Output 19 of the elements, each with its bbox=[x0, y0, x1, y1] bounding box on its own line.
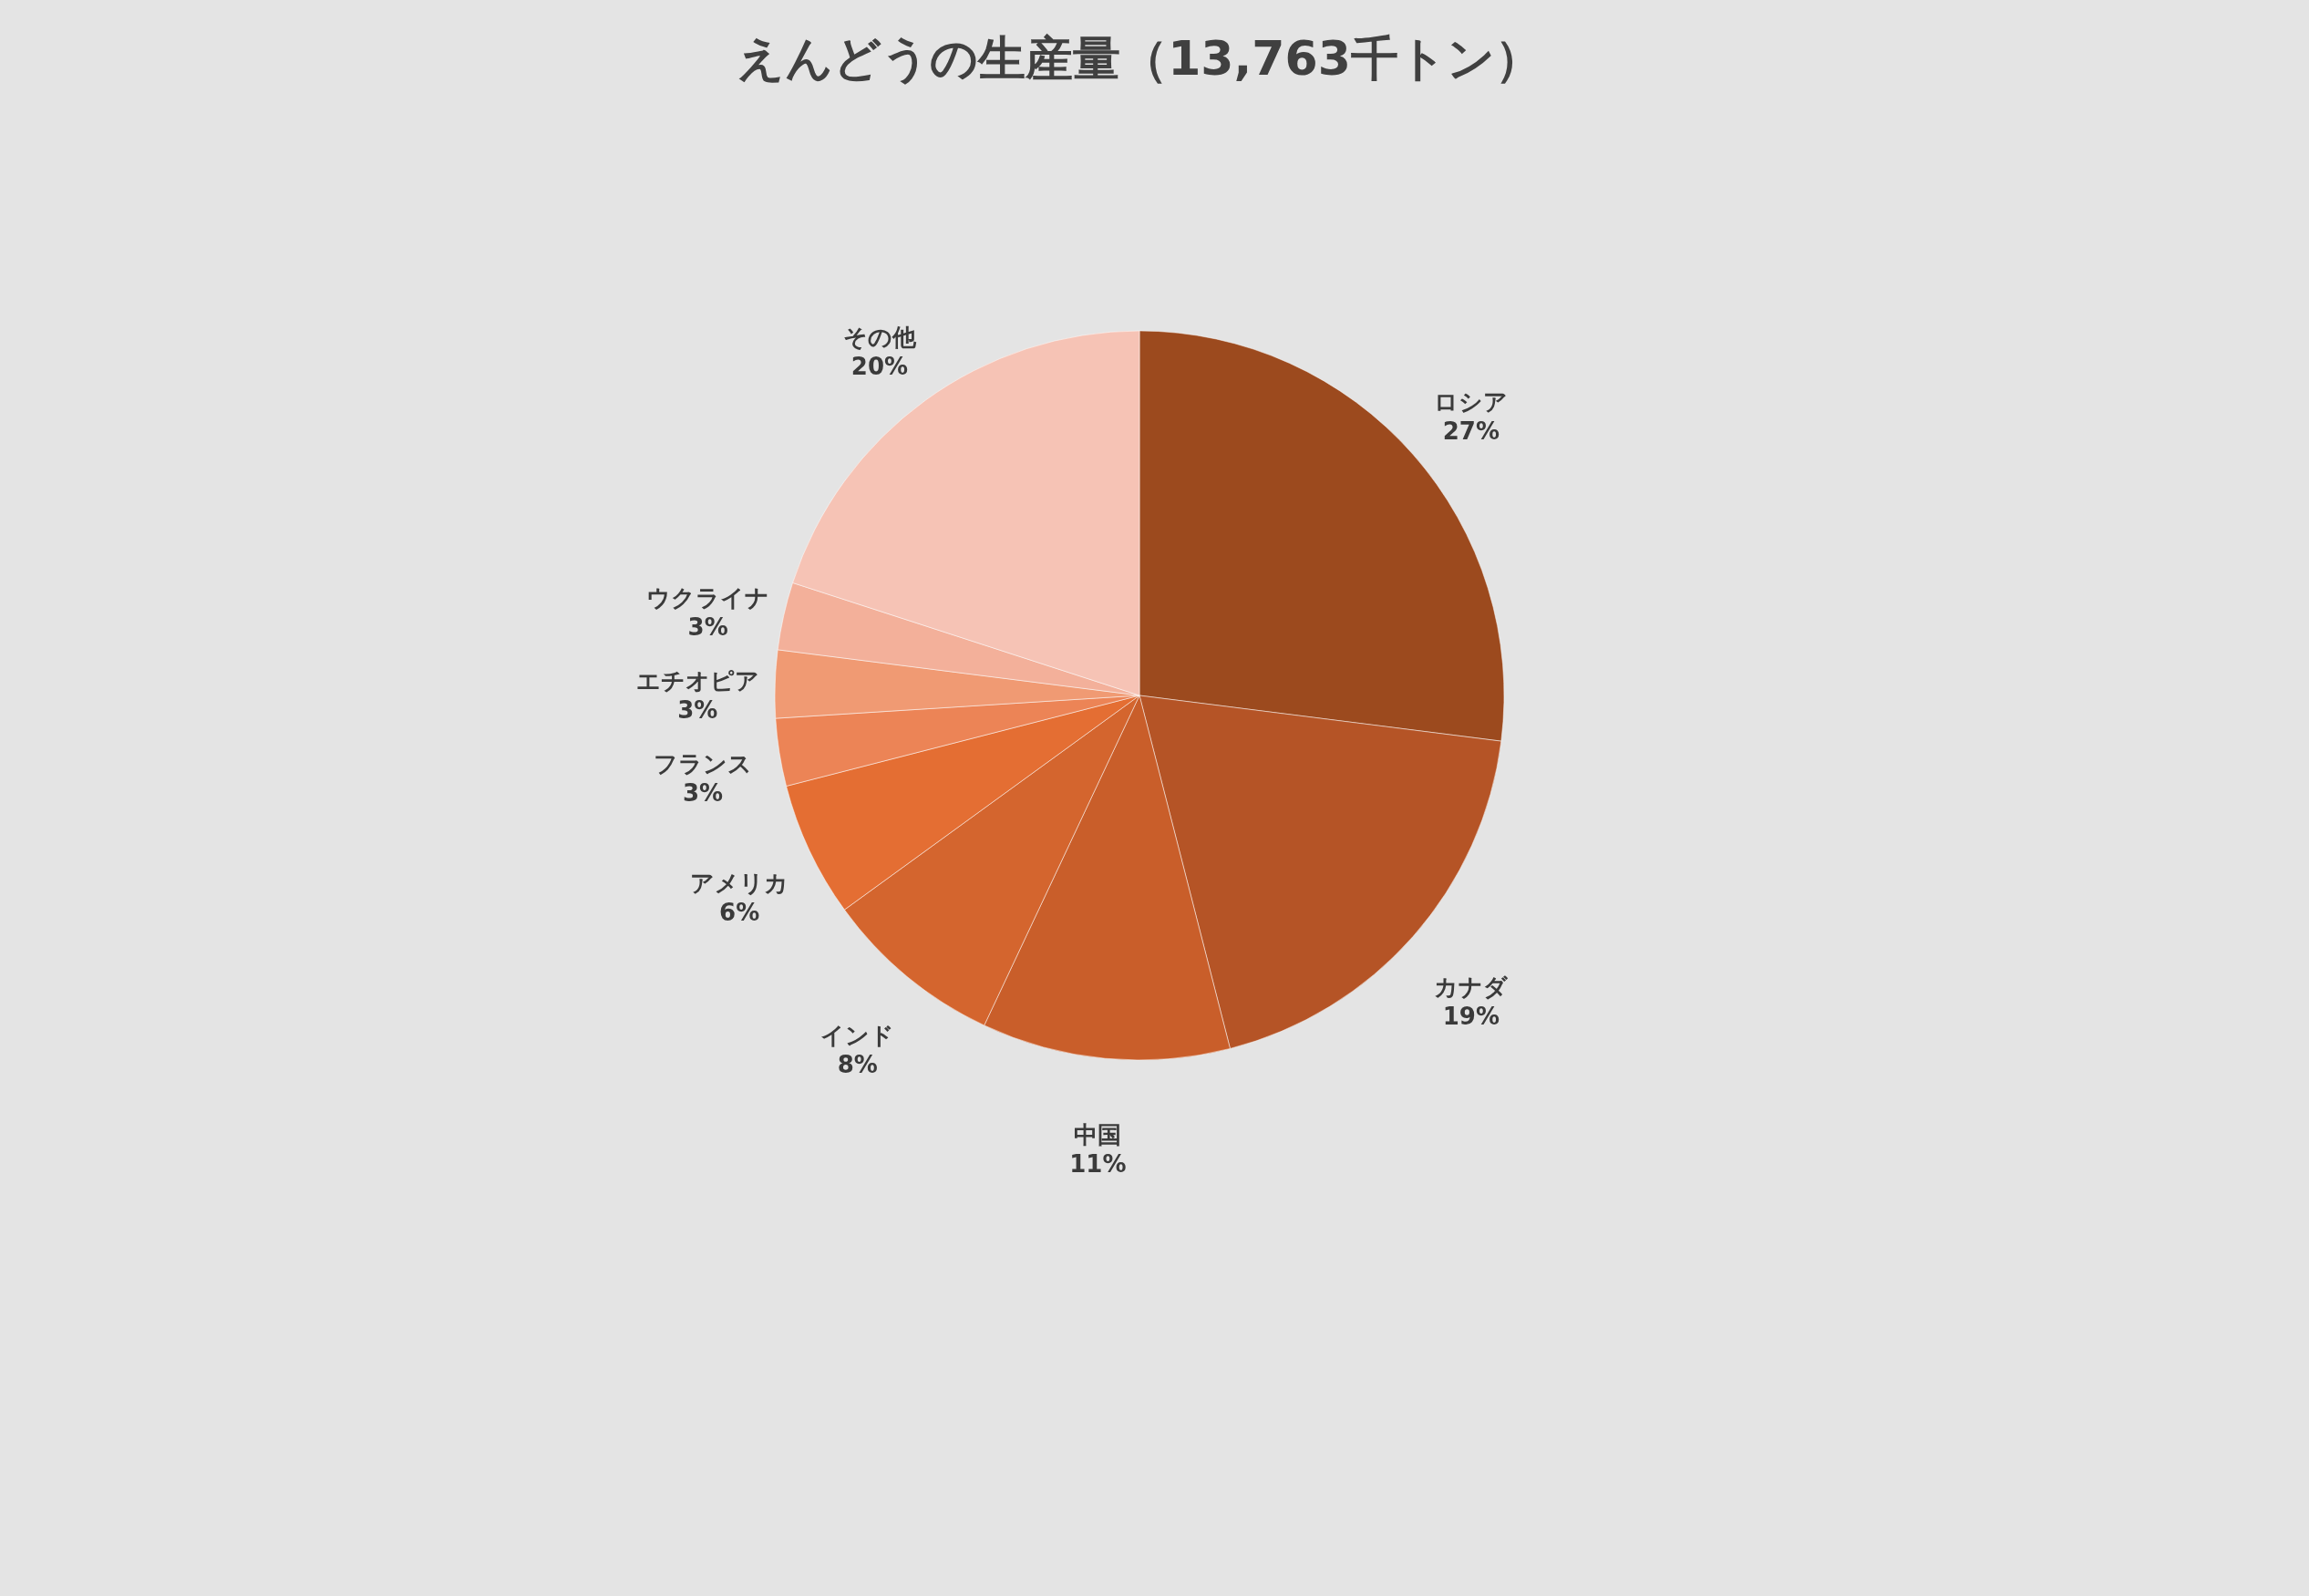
data-label: 19% bbox=[1442, 1002, 1500, 1030]
slice-label: その他 bbox=[842, 323, 917, 351]
data-label: 6% bbox=[719, 898, 760, 926]
chart-title: えんどうの生産量（13,763千トン） bbox=[737, 31, 1542, 86]
slice-label: カナダ bbox=[1434, 973, 1510, 1001]
data-label: 3% bbox=[682, 778, 724, 807]
data-label: 8% bbox=[837, 1050, 878, 1078]
data-label: 3% bbox=[677, 695, 718, 724]
data-label: 20% bbox=[850, 352, 909, 380]
slice-label: エチオピア bbox=[635, 666, 759, 695]
slice-label: ロシア bbox=[1434, 388, 1509, 417]
slice-label: アメリカ bbox=[690, 869, 789, 897]
data-label: 11% bbox=[1069, 1149, 1127, 1178]
slice-label: ウクライナ bbox=[646, 584, 770, 613]
slice-label: フランス bbox=[653, 749, 752, 777]
data-label: 3% bbox=[687, 613, 728, 642]
slice-label: インド bbox=[820, 1021, 895, 1049]
slice-label: 中国 bbox=[1074, 1120, 1122, 1148]
data-label: 27% bbox=[1442, 417, 1500, 446]
